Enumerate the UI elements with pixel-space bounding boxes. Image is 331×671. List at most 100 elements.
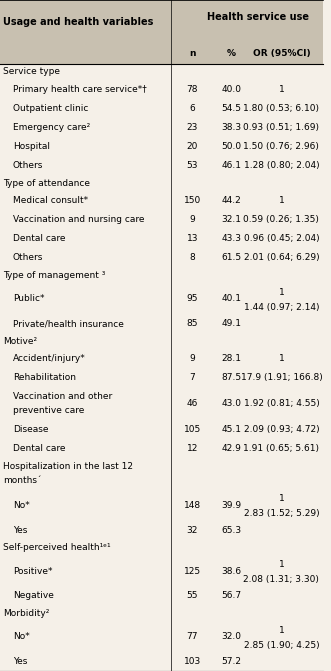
Text: Medical consult*: Medical consult* xyxy=(13,197,88,205)
Text: Accident/injury*: Accident/injury* xyxy=(13,354,86,363)
Text: 85: 85 xyxy=(187,319,198,328)
Text: 32.0: 32.0 xyxy=(221,632,241,641)
Text: %: % xyxy=(227,49,236,58)
Text: Type of management ³: Type of management ³ xyxy=(3,271,106,280)
Text: 2.85 (1.90; 4.25): 2.85 (1.90; 4.25) xyxy=(244,641,319,650)
Text: 103: 103 xyxy=(184,657,201,666)
Text: preventive care: preventive care xyxy=(13,405,84,415)
Text: Positive*: Positive* xyxy=(13,566,52,576)
Text: 9: 9 xyxy=(190,215,195,224)
Text: Emergency care²: Emergency care² xyxy=(13,123,90,132)
Text: Others: Others xyxy=(13,161,43,170)
Text: Private/health insurance: Private/health insurance xyxy=(13,319,124,328)
Text: 2.09 (0.93; 4.72): 2.09 (0.93; 4.72) xyxy=(244,425,319,433)
Text: 20: 20 xyxy=(187,142,198,151)
Text: 1.80 (0.53; 6.10): 1.80 (0.53; 6.10) xyxy=(243,104,319,113)
Text: 53: 53 xyxy=(187,161,198,170)
Text: 95: 95 xyxy=(187,295,198,303)
Text: 32.1: 32.1 xyxy=(221,215,241,224)
Text: 32: 32 xyxy=(187,525,198,535)
Text: 1: 1 xyxy=(279,354,284,363)
Text: 0.93 (0.51; 1.69): 0.93 (0.51; 1.69) xyxy=(243,123,319,132)
Text: Dental care: Dental care xyxy=(13,234,66,244)
Text: 23: 23 xyxy=(187,123,198,132)
Text: 7: 7 xyxy=(190,373,195,382)
Text: Type of attendance: Type of attendance xyxy=(3,178,90,188)
Text: Hospital: Hospital xyxy=(13,142,50,151)
Text: Rehabilitation: Rehabilitation xyxy=(13,373,76,382)
Text: 40.0: 40.0 xyxy=(221,85,241,94)
Text: 40.1: 40.1 xyxy=(221,295,241,303)
Text: 78: 78 xyxy=(187,85,198,94)
Text: Vaccination and other: Vaccination and other xyxy=(13,392,112,401)
Text: 28.1: 28.1 xyxy=(221,354,241,363)
Text: Dental care: Dental care xyxy=(13,444,66,453)
Text: 17.9 (1.91; 166.8): 17.9 (1.91; 166.8) xyxy=(241,373,322,382)
Text: months´: months´ xyxy=(3,476,42,485)
Text: 55: 55 xyxy=(187,591,198,601)
FancyBboxPatch shape xyxy=(0,0,323,64)
Text: 1: 1 xyxy=(279,625,284,635)
Text: Health service use: Health service use xyxy=(207,13,309,22)
Text: Yes: Yes xyxy=(13,657,27,666)
Text: Primary health care service*†: Primary health care service*† xyxy=(13,85,147,94)
Text: 61.5: 61.5 xyxy=(221,254,241,262)
Text: 45.1: 45.1 xyxy=(221,425,241,433)
Text: 44.2: 44.2 xyxy=(221,197,241,205)
Text: 0.96 (0.45; 2.04): 0.96 (0.45; 2.04) xyxy=(244,234,319,244)
Text: OR (95%CI): OR (95%CI) xyxy=(253,49,310,58)
Text: 13: 13 xyxy=(187,234,198,244)
Text: 1: 1 xyxy=(279,494,284,503)
Text: 1: 1 xyxy=(279,288,284,297)
Text: 2.83 (1.52; 5.29): 2.83 (1.52; 5.29) xyxy=(244,509,319,519)
Text: 43.3: 43.3 xyxy=(221,234,241,244)
Text: 49.1: 49.1 xyxy=(221,319,241,328)
Text: 46: 46 xyxy=(187,399,198,408)
Text: Negative: Negative xyxy=(13,591,54,601)
Text: 1.91 (0.65; 5.61): 1.91 (0.65; 5.61) xyxy=(243,444,319,453)
Text: No*: No* xyxy=(13,501,30,510)
Text: 46.1: 46.1 xyxy=(221,161,241,170)
Text: 43.0: 43.0 xyxy=(221,399,241,408)
Text: 50.0: 50.0 xyxy=(221,142,241,151)
Text: 39.9: 39.9 xyxy=(221,501,241,510)
Text: 150: 150 xyxy=(184,197,201,205)
Text: 54.5: 54.5 xyxy=(221,104,241,113)
Text: 1.28 (0.80; 2.04): 1.28 (0.80; 2.04) xyxy=(244,161,319,170)
Text: Hospitalization in the last 12: Hospitalization in the last 12 xyxy=(3,462,133,471)
Text: Public*: Public* xyxy=(13,295,44,303)
Text: 8: 8 xyxy=(190,254,195,262)
Text: 6: 6 xyxy=(190,104,195,113)
Text: 56.7: 56.7 xyxy=(221,591,241,601)
Text: 42.9: 42.9 xyxy=(221,444,241,453)
Text: 125: 125 xyxy=(184,566,201,576)
Text: 105: 105 xyxy=(184,425,201,433)
Text: 1.44 (0.97; 2.14): 1.44 (0.97; 2.14) xyxy=(244,303,319,312)
Text: 2.01 (0.64; 6.29): 2.01 (0.64; 6.29) xyxy=(244,254,319,262)
Text: Self-perceived health¹ᵉ¹: Self-perceived health¹ᵉ¹ xyxy=(3,544,111,552)
Text: 1.50 (0.76; 2.96): 1.50 (0.76; 2.96) xyxy=(244,142,319,151)
Text: No*: No* xyxy=(13,632,30,641)
Text: 1: 1 xyxy=(279,197,284,205)
Text: 77: 77 xyxy=(187,632,198,641)
Text: Disease: Disease xyxy=(13,425,48,433)
Text: 87.5: 87.5 xyxy=(221,373,241,382)
Text: Yes: Yes xyxy=(13,525,27,535)
Text: Morbidity²: Morbidity² xyxy=(3,609,50,618)
Text: 57.2: 57.2 xyxy=(221,657,241,666)
Text: 12: 12 xyxy=(187,444,198,453)
Text: 1: 1 xyxy=(279,85,284,94)
Text: 38.3: 38.3 xyxy=(221,123,241,132)
Text: 38.6: 38.6 xyxy=(221,566,241,576)
Text: 1: 1 xyxy=(279,560,284,569)
Text: 1.92 (0.81; 4.55): 1.92 (0.81; 4.55) xyxy=(244,399,319,408)
Text: 65.3: 65.3 xyxy=(221,525,241,535)
Text: Motive²: Motive² xyxy=(3,337,37,346)
Text: 148: 148 xyxy=(184,501,201,510)
Text: Outpatient clinic: Outpatient clinic xyxy=(13,104,88,113)
Text: Others: Others xyxy=(13,254,43,262)
Text: 0.59 (0.26; 1.35): 0.59 (0.26; 1.35) xyxy=(244,215,319,224)
Text: Usage and health variables: Usage and health variables xyxy=(3,17,154,27)
Text: n: n xyxy=(189,49,196,58)
Text: Vaccination and nursing care: Vaccination and nursing care xyxy=(13,215,144,224)
